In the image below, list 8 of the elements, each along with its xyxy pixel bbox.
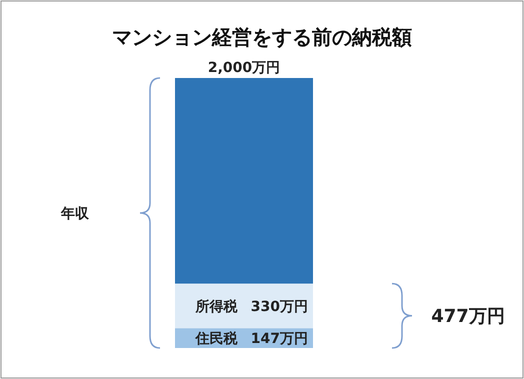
chart-title: マンション経営をする前の納税額 — [112, 25, 412, 49]
text: 477万円 — [431, 306, 505, 328]
data-label: 330万円 — [250, 298, 308, 315]
data-label: 147万円 — [250, 330, 308, 347]
text: 年収 — [60, 206, 90, 222]
series-label: 所得税 — [194, 298, 238, 315]
series-label: 住民税 — [194, 330, 238, 347]
total-label: 2,000万円 — [208, 60, 280, 76]
